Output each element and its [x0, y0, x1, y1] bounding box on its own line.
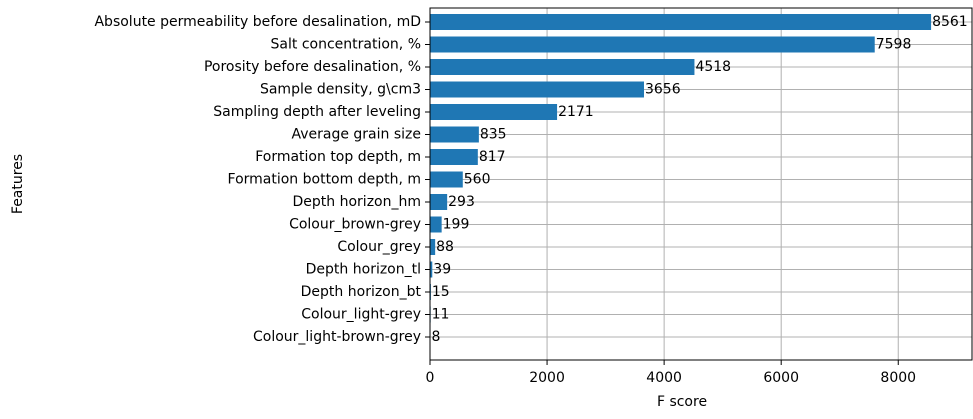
value-label: 560 [464, 172, 491, 188]
y-tick-label: Colour_brown-grey [289, 217, 421, 233]
value-label: 11 [432, 307, 450, 323]
bar [430, 172, 463, 188]
value-label: 835 [480, 127, 507, 143]
value-label: 8561 [932, 14, 968, 30]
x-tick-label: 6000 [763, 370, 799, 386]
bar [430, 217, 442, 233]
value-label: 4518 [695, 59, 731, 75]
y-tick-label: Sample density, g\cm3 [260, 82, 421, 98]
y-tick-label: Colour_light-grey [301, 307, 421, 323]
bar [430, 239, 435, 255]
bar [430, 37, 875, 53]
value-label: 293 [448, 194, 475, 210]
y-tick-label: Average grain size [291, 127, 421, 143]
bar [430, 127, 479, 143]
y-tick-label: Formation bottom depth, m [228, 172, 421, 188]
y-tick-label: Depth horizon_tl [306, 262, 421, 278]
value-label: 3656 [645, 82, 681, 98]
y-tick-label: Formation top depth, m [255, 149, 421, 165]
y-tick-label: Absolute permeability before desalinatio… [94, 14, 421, 30]
x-tick-label: 4000 [646, 370, 682, 386]
y-tick-label: Salt concentration, % [271, 37, 421, 53]
y-tick-label: Porosity before desalination, % [204, 59, 421, 75]
value-label: 7598 [876, 37, 912, 53]
value-label: 2171 [558, 104, 594, 120]
value-label: 8 [431, 329, 440, 345]
y-axis-label: Features [10, 154, 26, 214]
y-tick-label: Sampling depth after leveling [213, 104, 421, 120]
x-axis-label: F score [657, 394, 707, 410]
y-tick-label: Depth horizon_bt [301, 284, 422, 300]
value-label: 199 [443, 217, 470, 233]
value-label: 39 [433, 262, 451, 278]
bar [430, 149, 478, 165]
bar [430, 82, 644, 98]
bar [430, 104, 557, 120]
bar [430, 194, 447, 210]
value-label: 15 [432, 284, 450, 300]
x-tick-label: 2000 [529, 370, 565, 386]
bar [430, 59, 694, 75]
bar [430, 14, 931, 30]
y-tick-label: Depth horizon_hm [293, 194, 421, 210]
value-label: 88 [436, 239, 454, 255]
x-tick-label: 0 [426, 370, 435, 386]
value-label: 817 [479, 149, 506, 165]
y-tick-label: Colour_light-brown-grey [253, 329, 421, 345]
y-tick-label: Colour_grey [337, 239, 421, 255]
x-tick-label: 8000 [880, 370, 916, 386]
